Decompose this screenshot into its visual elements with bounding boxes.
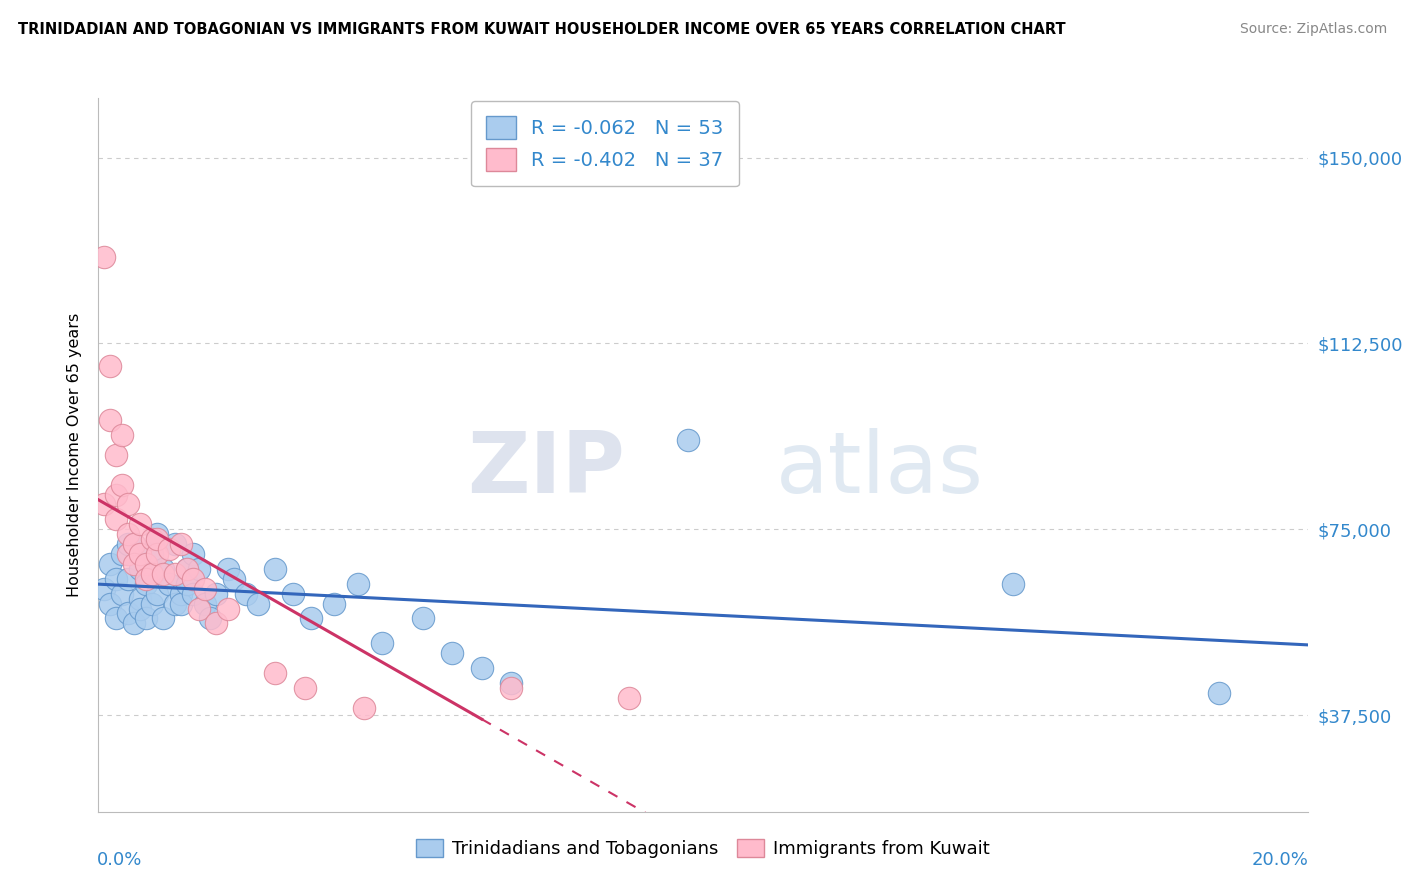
Point bbox=[117, 547, 139, 561]
Text: TRINIDADIAN AND TOBAGONIAN VS IMMIGRANTS FROM KUWAIT HOUSEHOLDER INCOME OVER 65 : TRINIDADIAN AND TOBAGONIAN VS IMMIGRANTS… bbox=[18, 22, 1066, 37]
Point bbox=[135, 572, 157, 586]
Point bbox=[205, 616, 228, 631]
Point bbox=[181, 547, 204, 561]
Point bbox=[165, 597, 187, 611]
Point bbox=[194, 582, 217, 596]
Point bbox=[157, 576, 180, 591]
Point bbox=[370, 636, 392, 650]
Point bbox=[200, 611, 222, 625]
Point bbox=[93, 250, 115, 264]
Point bbox=[152, 566, 174, 581]
Point bbox=[187, 601, 209, 615]
Point bbox=[187, 562, 209, 576]
Point bbox=[170, 597, 193, 611]
Point bbox=[128, 562, 150, 576]
Point bbox=[1001, 576, 1024, 591]
Point bbox=[471, 661, 494, 675]
Point bbox=[176, 562, 198, 576]
Point bbox=[98, 597, 121, 611]
Point bbox=[170, 537, 193, 551]
Point bbox=[141, 532, 163, 546]
Point bbox=[217, 562, 239, 576]
Point bbox=[246, 597, 269, 611]
Point bbox=[111, 428, 134, 442]
Point bbox=[441, 646, 464, 660]
Point bbox=[165, 566, 187, 581]
Point bbox=[122, 537, 145, 551]
Point bbox=[217, 601, 239, 615]
Point bbox=[353, 700, 375, 714]
Legend: R = -0.062   N = 53, R = -0.402   N = 37: R = -0.062 N = 53, R = -0.402 N = 37 bbox=[471, 101, 740, 186]
Point bbox=[176, 562, 198, 576]
Point bbox=[122, 557, 145, 571]
Point bbox=[128, 601, 150, 615]
Y-axis label: Householder Income Over 65 years: Householder Income Over 65 years bbox=[66, 313, 82, 597]
Point bbox=[117, 537, 139, 551]
Point bbox=[141, 566, 163, 581]
Point bbox=[98, 557, 121, 571]
Point bbox=[205, 587, 228, 601]
Point bbox=[176, 576, 198, 591]
Point bbox=[412, 611, 434, 625]
Point bbox=[264, 665, 287, 680]
Point bbox=[141, 547, 163, 561]
Text: 0.0%: 0.0% bbox=[97, 851, 142, 869]
Point bbox=[323, 597, 346, 611]
Point bbox=[146, 532, 169, 546]
Point bbox=[135, 611, 157, 625]
Point bbox=[222, 572, 245, 586]
Point bbox=[146, 527, 169, 541]
Point bbox=[264, 562, 287, 576]
Point bbox=[135, 557, 157, 571]
Point bbox=[122, 537, 145, 551]
Point bbox=[157, 542, 180, 557]
Point bbox=[299, 611, 322, 625]
Point bbox=[146, 587, 169, 601]
Point bbox=[128, 517, 150, 532]
Point bbox=[93, 498, 115, 512]
Point bbox=[347, 576, 370, 591]
Point bbox=[128, 591, 150, 606]
Point bbox=[181, 572, 204, 586]
Point bbox=[117, 607, 139, 621]
Point bbox=[105, 512, 128, 526]
Point bbox=[152, 611, 174, 625]
Point bbox=[281, 587, 304, 601]
Point bbox=[294, 681, 316, 695]
Point bbox=[135, 576, 157, 591]
Point bbox=[678, 433, 700, 447]
Point bbox=[105, 572, 128, 586]
Point bbox=[98, 413, 121, 427]
Point bbox=[141, 597, 163, 611]
Point bbox=[117, 498, 139, 512]
Point bbox=[128, 547, 150, 561]
Text: 20.0%: 20.0% bbox=[1251, 851, 1309, 869]
Point bbox=[501, 676, 523, 690]
Text: ZIP: ZIP bbox=[467, 427, 624, 511]
Point bbox=[152, 562, 174, 576]
Point bbox=[117, 572, 139, 586]
Point bbox=[93, 582, 115, 596]
Point bbox=[170, 587, 193, 601]
Point bbox=[1208, 686, 1230, 700]
Point bbox=[105, 487, 128, 501]
Point bbox=[111, 477, 134, 491]
Point bbox=[105, 611, 128, 625]
Text: atlas: atlas bbox=[776, 427, 984, 511]
Point bbox=[105, 448, 128, 462]
Point bbox=[235, 587, 257, 601]
Point bbox=[181, 587, 204, 601]
Point bbox=[194, 597, 217, 611]
Point bbox=[117, 527, 139, 541]
Point bbox=[111, 587, 134, 601]
Point bbox=[501, 681, 523, 695]
Point bbox=[111, 547, 134, 561]
Point bbox=[98, 359, 121, 373]
Point bbox=[122, 616, 145, 631]
Point bbox=[619, 690, 641, 705]
Point bbox=[165, 537, 187, 551]
Text: Source: ZipAtlas.com: Source: ZipAtlas.com bbox=[1240, 22, 1388, 37]
Point bbox=[146, 547, 169, 561]
